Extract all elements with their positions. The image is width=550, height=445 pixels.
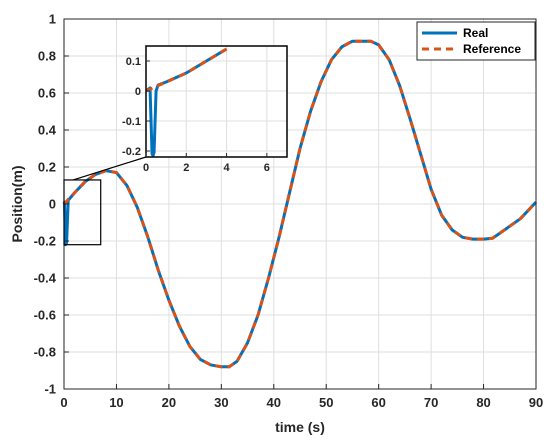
inset-y-tick-label: 0 xyxy=(135,86,141,98)
inset-x-tick-label: 4 xyxy=(224,162,231,174)
y-tick-label: -0.2 xyxy=(34,234,56,249)
y-tick-label: -1 xyxy=(44,382,56,397)
x-tick-label: 80 xyxy=(476,395,490,410)
inset-y-tick-label: 0.1 xyxy=(126,56,141,68)
x-tick-label: 40 xyxy=(267,395,281,410)
y-tick-label: 0.4 xyxy=(38,123,57,138)
inset-plot-area xyxy=(146,46,287,157)
legend-label-real: Real xyxy=(463,26,488,40)
x-tick-label: 30 xyxy=(214,395,228,410)
x-tick-label: 60 xyxy=(371,395,385,410)
y-tick-label: 0 xyxy=(49,197,56,212)
x-tick-label: 70 xyxy=(424,395,438,410)
inset-series-line-reference xyxy=(146,47,228,93)
legend-label-reference: Reference xyxy=(463,42,521,56)
y-tick-label: -0.8 xyxy=(34,345,56,360)
y-tick-label: -0.6 xyxy=(34,308,56,323)
x-axis-label: time (s) xyxy=(275,419,325,435)
zoom-connector-line xyxy=(72,156,147,181)
inset-x-tick-label: 0 xyxy=(143,162,149,174)
x-tick-label: 20 xyxy=(162,395,176,410)
x-tick-label: 90 xyxy=(529,395,543,410)
y-tick-label: 0.8 xyxy=(38,49,56,64)
series-line-reference xyxy=(62,39,538,369)
y-tick-label: 0.2 xyxy=(38,160,56,175)
inset-frame xyxy=(145,45,288,158)
zoom-region-box xyxy=(63,179,102,246)
y-tick-label: -0.4 xyxy=(34,271,57,286)
inset-y-tick-label: -0.2 xyxy=(122,146,141,158)
y-tick-label: 1 xyxy=(49,12,56,27)
inset-x-tick-label: 6 xyxy=(264,162,270,174)
inset-x-tick-label: 2 xyxy=(183,162,189,174)
y-tick-label: 0.6 xyxy=(38,86,56,101)
legend: Real Reference xyxy=(416,21,536,61)
y-axis-label: Position(m) xyxy=(9,166,25,243)
legend-box xyxy=(416,21,536,61)
x-tick-label: 0 xyxy=(60,395,67,410)
inset-y-tick-label: -0.1 xyxy=(122,116,141,128)
x-tick-label: 50 xyxy=(319,395,333,410)
x-tick-label: 10 xyxy=(109,395,123,410)
